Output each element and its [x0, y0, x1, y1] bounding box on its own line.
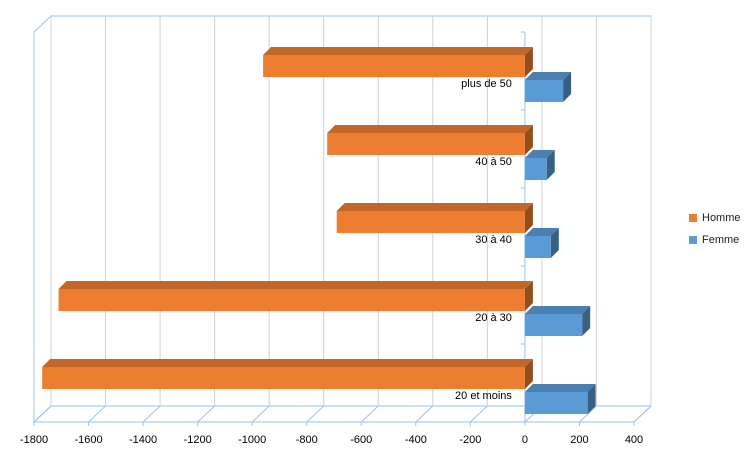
x-tick-label: -800	[296, 434, 318, 446]
x-tick-label: -1800	[20, 434, 48, 446]
floor-grid-line	[360, 405, 379, 423]
legend-label-homme: Homme	[702, 212, 741, 224]
bar-femme	[524, 384, 596, 414]
category-label: plus de 50	[461, 78, 512, 90]
legend-swatch-femme	[689, 236, 697, 244]
bar-homme	[327, 125, 533, 155]
legend: Homme Femme	[689, 207, 753, 251]
bar-femme	[524, 228, 559, 258]
category-label: 20 à 30	[475, 312, 512, 324]
floor-grid-line	[142, 405, 161, 423]
floor-grid-line	[579, 405, 597, 423]
category-label: 20 et moins	[455, 390, 512, 402]
x-tick-label: 0	[522, 434, 528, 446]
floor-grid-line	[33, 405, 52, 423]
bar-femme	[524, 306, 591, 336]
x-tick-label: -200	[459, 434, 481, 446]
floor-grid-line	[197, 405, 215, 423]
legend-swatch-homme	[689, 214, 697, 222]
bar-homme	[58, 281, 533, 311]
floor-grid-line	[251, 405, 270, 423]
x-tick-label: 400	[625, 434, 643, 446]
category-label: 40 à 50	[475, 156, 512, 168]
floor-grid-line	[306, 405, 325, 423]
x-tick-label: -600	[350, 434, 372, 446]
floor-grid-line	[415, 405, 434, 423]
bar-femme	[524, 72, 572, 102]
floor-grid-line	[633, 405, 652, 423]
x-tick-label: -400	[405, 434, 427, 446]
x-tick-label: -1200	[184, 434, 212, 446]
floor-grid-line	[88, 405, 106, 423]
bar-homme	[336, 203, 533, 233]
legend-item-homme: Homme	[689, 207, 753, 229]
x-tick-label: 200	[570, 434, 588, 446]
bar-homme	[263, 47, 533, 77]
x-tick-label: -1600	[74, 434, 102, 446]
legend-item-femme: Femme	[689, 229, 753, 251]
x-tick-label: -1000	[238, 434, 266, 446]
x-tick-label: -1400	[129, 434, 157, 446]
bar-homme	[42, 359, 533, 389]
floor-grid-line	[470, 405, 488, 423]
legend-label-femme: Femme	[702, 234, 740, 246]
bar-femme	[524, 150, 555, 180]
category-label: 30 à 40	[475, 234, 512, 246]
